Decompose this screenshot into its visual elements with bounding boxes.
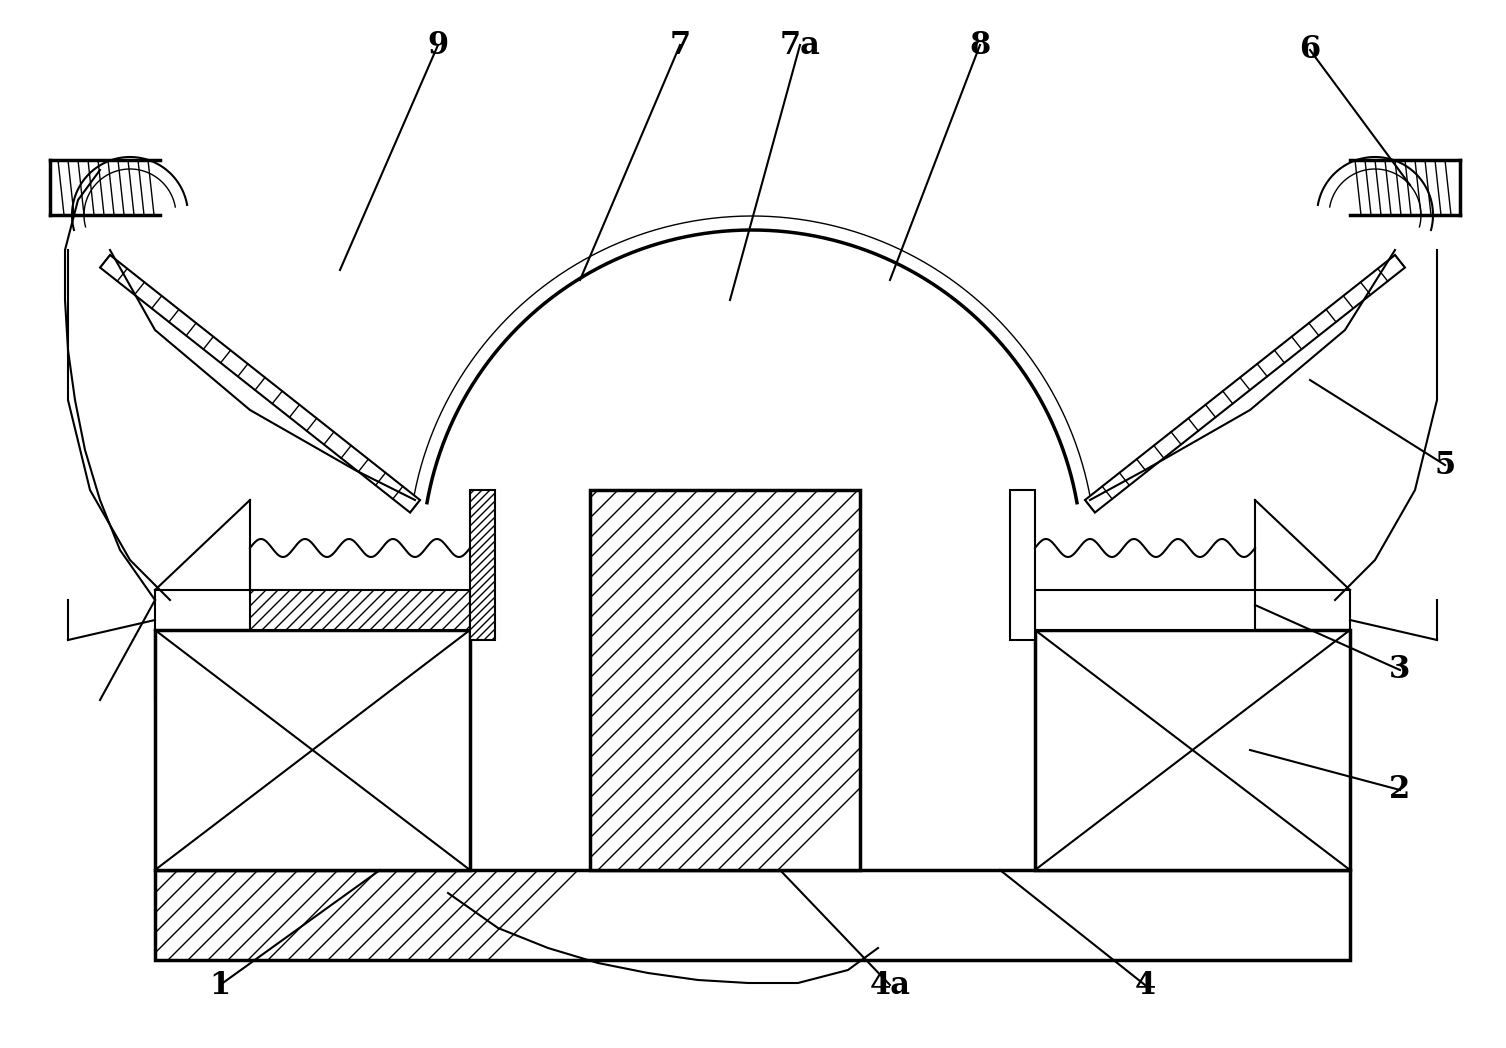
Text: 9: 9 <box>428 29 449 61</box>
Polygon shape <box>155 630 470 870</box>
Text: 1: 1 <box>209 969 230 1001</box>
Polygon shape <box>1035 590 1254 630</box>
Polygon shape <box>1035 630 1349 870</box>
Text: 7a: 7a <box>780 29 821 61</box>
Text: 4: 4 <box>1134 969 1155 1001</box>
Text: 6: 6 <box>1300 35 1321 65</box>
Text: 7: 7 <box>670 29 691 61</box>
Polygon shape <box>155 870 1349 960</box>
Polygon shape <box>1084 255 1405 512</box>
Polygon shape <box>470 490 495 640</box>
Text: 8: 8 <box>970 29 991 61</box>
Text: 2: 2 <box>1390 774 1411 806</box>
Text: 3: 3 <box>1390 655 1411 685</box>
Polygon shape <box>1011 490 1035 640</box>
Polygon shape <box>99 255 420 512</box>
Polygon shape <box>590 490 860 870</box>
Text: 5: 5 <box>1434 450 1456 480</box>
Text: 4a: 4a <box>869 969 911 1001</box>
Polygon shape <box>250 590 470 630</box>
